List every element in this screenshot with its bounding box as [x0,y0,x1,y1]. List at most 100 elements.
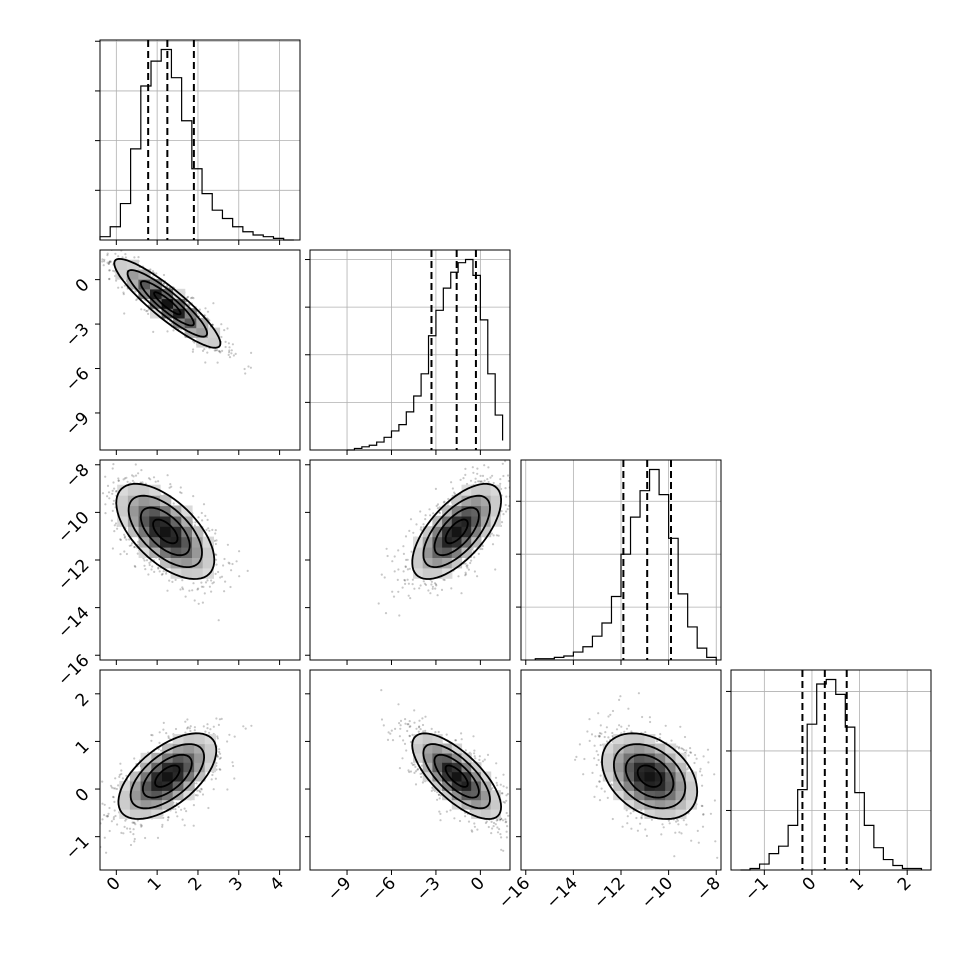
density-0-2-point [144,568,147,571]
density-1-2-point [462,477,465,480]
density-0-2-cell [117,495,129,507]
density-1-2-point [481,474,485,477]
density-2-3-point [675,745,679,748]
density-0-3-point [132,828,135,831]
density-1-2-point [491,543,495,546]
density-0-2-point [131,474,134,477]
density-0-1-point [109,260,112,263]
density-0-1-contour-3 [113,257,222,349]
density-0-2-point [211,528,214,532]
density-1-3-point [496,818,499,822]
density-1-3-point [434,731,437,734]
density-2-3-cell [623,752,635,763]
density-1-2-point [505,510,508,513]
density-0-1-point [108,269,111,272]
density-0-3-point [129,843,133,847]
density-0-2-point [223,557,226,561]
density-0-2-point [215,558,218,561]
density-0-2-point [119,538,122,542]
density-0-2-cell [117,515,129,527]
density-1-3-point [414,783,418,786]
density-1-2-point [405,558,408,562]
density-0-2-point [172,502,175,505]
density-1-3-point [513,811,515,813]
density-0-3-point [226,788,229,791]
density-0-1-point [97,259,99,261]
density-0-2-point [158,570,161,573]
density-0-1-point [79,234,81,236]
density-2-3-point [582,773,585,776]
density-1-2-contour-3 [411,482,503,580]
density-0-1-point [216,349,219,352]
density-1-3-contour-0 [444,764,469,788]
density-1-2-point [402,545,405,548]
density-0-2-cell [149,495,161,507]
density-2-3-cell [675,752,687,763]
density-0-2-point [174,578,177,582]
density-0-3-cell [162,799,174,810]
density-0-3-cell [129,780,142,791]
density-1-2-point [466,566,469,569]
density-0-1-contour-1 [139,280,195,327]
density-0-2-point [204,581,208,584]
density-0-3-point [158,731,161,734]
density-0-3-point [198,789,201,792]
density-0-2-point [197,587,200,590]
density-2-3-cell [623,780,635,791]
density-1-2-point [486,478,489,481]
density-0-1-point [137,256,140,259]
density-1-3-point [419,728,422,731]
density-0-3-point [106,814,110,818]
density-0-3-cell [172,734,184,745]
density-1-3-point [406,729,409,733]
density-1-3-point [491,827,494,830]
density-2-3-cell [654,752,666,763]
density-1-2-point [391,560,394,563]
density-1-3-point [502,785,505,788]
density-0-1-point [140,308,143,311]
density-0-2-point [217,570,220,574]
density-0-1-point [95,239,97,241]
density-2-3-point [625,809,628,812]
density-2-3-cell [613,762,625,773]
density-1-2-cell [422,547,433,558]
density-1-3-cell [422,771,433,782]
density-0-2-point [157,480,160,483]
density-0-2-cell [160,557,172,569]
density-2-3-point [680,832,683,835]
density-0-1-point [206,351,209,354]
x-tick-label-0-2: 2 [185,873,207,895]
density-0-2-cell [202,536,214,548]
density-1-3-cell [442,752,453,763]
density-0-2-point [143,559,146,562]
density-1-2-point [492,534,495,537]
density-1-3-point [499,833,502,836]
density-2-3-point [713,799,717,802]
density-1-3-point [473,755,476,758]
density-1-3-point [471,830,474,833]
density-0-1-point [211,323,214,326]
density-2-3-point [578,743,582,746]
density-1-2-point [436,507,439,510]
density-1-3-point [439,819,442,822]
density-0-2-point [153,570,156,574]
density-1-3-point [505,830,508,833]
density-0-2-point [193,524,196,527]
density-1-3-point [502,849,505,852]
density-0-1-point [168,287,171,290]
density-2-3-contour-3 [601,732,699,820]
density-0-3-point [162,816,165,819]
density-0-2-point [140,469,143,472]
density-2-3-point [660,833,663,836]
density-2-3-cell [623,771,635,782]
density-1-3-point [409,770,413,773]
density-2-3-cell [602,762,614,773]
density-1-2-cell [432,547,443,558]
density-1-3-point [504,821,507,824]
density-1-3-point [399,719,403,723]
density-0-1-point [206,310,210,313]
density-0-2-point [87,490,89,492]
density-0-2-point [169,483,172,486]
density-1-3-cell [413,734,424,745]
density-1-2-cell [461,505,472,517]
